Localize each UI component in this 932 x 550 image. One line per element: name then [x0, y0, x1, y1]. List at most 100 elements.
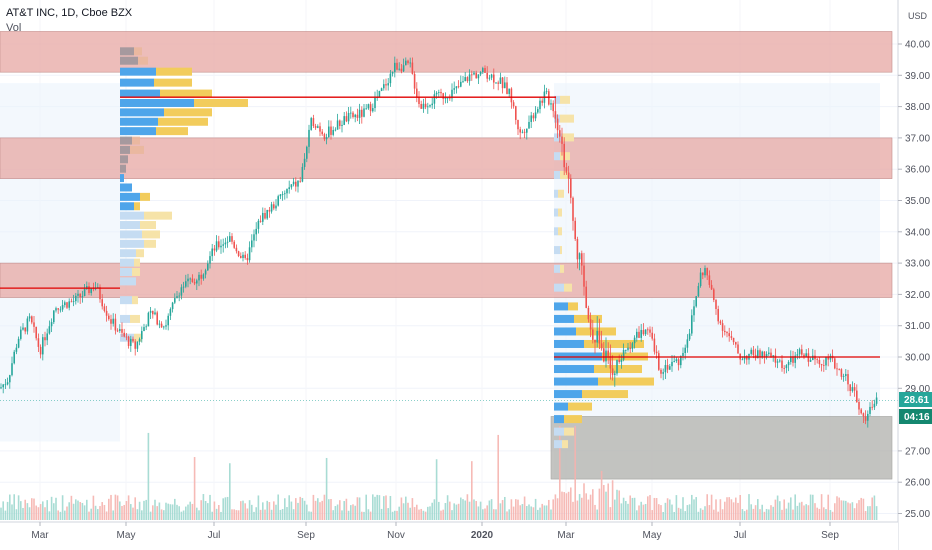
candle-body	[587, 307, 590, 320]
candle-body	[752, 349, 755, 355]
candle-body	[422, 103, 425, 109]
volume-bar	[253, 511, 255, 520]
volume-bar	[402, 503, 405, 520]
profile-row-sell	[560, 264, 564, 273]
candle-body	[352, 112, 354, 118]
candle-body	[490, 74, 493, 78]
volume-bar	[869, 506, 871, 520]
candle-body	[548, 91, 550, 105]
resistance-zone	[0, 262, 893, 298]
volume-bar	[803, 505, 805, 520]
time-axis-panel[interactable]	[0, 522, 898, 550]
volume-bar	[244, 503, 246, 520]
candle-body	[200, 274, 202, 279]
currency-label[interactable]: USD	[908, 11, 928, 21]
volume-bar	[81, 502, 84, 520]
volume-bar	[442, 509, 444, 520]
volume-bar	[677, 507, 680, 520]
candle-body	[545, 91, 548, 93]
candle-body	[187, 278, 189, 282]
volume-bar	[688, 504, 691, 520]
volume-bar	[774, 499, 777, 520]
candle-body	[785, 365, 788, 369]
candle-body	[825, 356, 827, 366]
profile-row-sell	[560, 246, 562, 255]
profile-row-sell	[558, 227, 562, 236]
volume-indicator-label[interactable]: Vol	[6, 22, 22, 34]
volume-bar	[246, 508, 249, 520]
volume-bar	[321, 500, 323, 520]
candle-body	[746, 356, 748, 360]
candle-body	[523, 131, 526, 133]
volume-bar	[279, 509, 282, 520]
volume-bar	[860, 497, 862, 520]
volume-bar	[167, 503, 169, 520]
profile-row-sell	[582, 390, 628, 399]
candle-body	[539, 100, 541, 110]
candle-body	[440, 92, 442, 94]
volume-bar	[356, 497, 359, 520]
volume-bar	[209, 494, 211, 520]
volume-bar	[460, 497, 462, 520]
candle-body	[570, 178, 572, 198]
profile-row-buy	[554, 377, 598, 386]
candle-body	[774, 355, 777, 363]
volume-bar	[660, 505, 662, 520]
volume-bar	[853, 508, 856, 520]
candle-body	[618, 359, 620, 362]
candle-body	[495, 82, 497, 84]
candle-body	[622, 349, 625, 360]
volume-bar	[46, 500, 48, 520]
candle-body	[605, 350, 607, 362]
candle-body	[0, 387, 2, 389]
volume-bar	[805, 504, 807, 520]
volume-bar	[374, 496, 376, 520]
candle-body	[101, 299, 103, 307]
candle-body	[695, 296, 697, 307]
volume-bar	[550, 509, 552, 520]
candle-body	[737, 344, 739, 354]
candle-body	[11, 363, 13, 376]
volume-bar	[490, 499, 493, 520]
volume-bar	[180, 511, 183, 520]
candle-body	[479, 72, 482, 75]
candle-body	[435, 92, 438, 95]
candle-body	[259, 220, 262, 222]
price-axis-panel[interactable]	[898, 0, 932, 550]
candle-body	[726, 332, 728, 334]
price-tick-label: 38.00	[905, 102, 930, 113]
candle-body	[343, 116, 345, 125]
candle-body	[609, 356, 612, 369]
candle-body	[864, 416, 867, 421]
volume-bar	[363, 511, 365, 520]
volume-bar	[787, 502, 790, 520]
volume-bar	[578, 494, 581, 520]
candle-body	[512, 102, 515, 107]
price-tick-label: 33.00	[905, 259, 930, 270]
candle-body	[457, 86, 460, 88]
profile-row-buy	[554, 208, 558, 217]
candle-body	[794, 355, 796, 363]
volume-bar	[713, 509, 715, 520]
symbol-title[interactable]: AT&T INC, 1D, Cboe BZX	[6, 7, 133, 19]
time-tick-label: Sep	[821, 530, 839, 541]
volume-bar	[110, 494, 112, 520]
profile-row-buy	[554, 427, 564, 436]
candle-body	[673, 361, 675, 362]
candle-body	[147, 312, 150, 327]
profile-row-buy	[554, 365, 594, 374]
candle-body	[193, 282, 196, 284]
profile-row-sell	[594, 365, 642, 374]
candle-body	[310, 118, 312, 130]
volume-bar	[297, 502, 299, 520]
candle-body	[708, 275, 711, 285]
volume-bar	[836, 496, 838, 520]
candle-body	[400, 68, 403, 72]
candle-body	[350, 112, 352, 114]
volume-bar	[552, 499, 554, 520]
profile-row-sell	[140, 192, 150, 201]
volume-bar	[435, 459, 438, 520]
volume-bar	[119, 501, 121, 520]
